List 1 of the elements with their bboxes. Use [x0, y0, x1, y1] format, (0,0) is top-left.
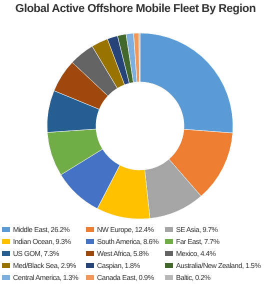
chart-title: Global Active Offshore Mobile Fleet By Region: [14, 2, 257, 17]
